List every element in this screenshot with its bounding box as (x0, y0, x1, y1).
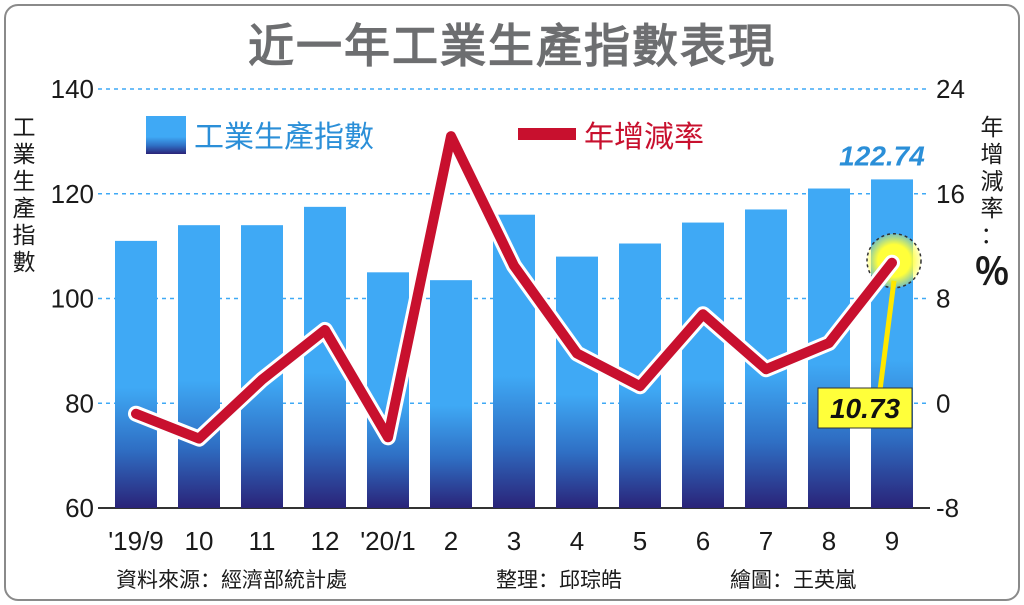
y-axis-left-label: 工業生產指數 (13, 115, 36, 276)
last-line-value-label: 10.73 (830, 393, 900, 424)
footer-editor: 整理：邱琮皓 (496, 568, 622, 592)
x-tick-label: '19/9 (108, 526, 164, 556)
y-right-label-char: 減 (981, 169, 1004, 195)
y-right-tick-label: 16 (936, 179, 965, 209)
x-tick-label: '20/1 (360, 526, 416, 556)
x-tick-label: 2 (444, 526, 458, 556)
y-left-tick-label: 100 (51, 284, 94, 314)
y-right-label-char: 年 (981, 115, 1004, 141)
legend-line-label: 年增減率 (584, 120, 704, 155)
y-left-label-char: 工 (13, 115, 36, 141)
y-left-tick-label: 120 (51, 179, 94, 209)
y-left-label-char: 數 (13, 250, 36, 276)
y-left-tick-label: 140 (51, 74, 94, 104)
y-right-label-char: 率 (981, 196, 1004, 222)
x-tick-label: 11 (249, 526, 276, 556)
legend-line-swatch (518, 128, 576, 140)
bar (556, 256, 598, 508)
last-line-value-callout: 10.73 (817, 280, 913, 429)
callout-pointer (877, 280, 897, 391)
x-tick-label: 9 (885, 526, 899, 556)
bar (178, 225, 220, 509)
line-series (128, 128, 900, 447)
y-left-label-char: 指 (13, 223, 36, 249)
bar (430, 280, 472, 508)
y-left-label-char: 產 (13, 196, 36, 222)
bar (115, 240, 157, 508)
y-axis-right-label: 年增減率：％ (974, 115, 1010, 292)
x-tick-label: 10 (185, 526, 214, 556)
last-bar-value-label: 122.74 (839, 140, 925, 171)
bar (871, 179, 913, 509)
y-left-tick-label: 60 (65, 493, 94, 523)
legend-bar-swatch (146, 116, 186, 154)
y-axis-right-ticks: 24 16 8 0 -8 (936, 74, 965, 523)
legend: 工業生產指數 年增減率 (146, 116, 704, 155)
y-right-label-unit: ％ (974, 251, 1010, 292)
footer-illustrator: 繪圖：王英嵐 (730, 568, 856, 592)
x-tick-label: 12 (311, 526, 340, 556)
chart-title: 近一年工業生產指數表現 (248, 19, 776, 73)
y-right-tick-label: 24 (936, 74, 965, 104)
y-right-label-char: 增 (981, 142, 1004, 168)
y-right-label-char: ： (981, 223, 1004, 249)
x-axis-ticks: '19/9 10 11 12 '20/1 2 3 4 5 6 7 8 9 (108, 526, 899, 556)
bar (682, 222, 724, 508)
y-left-label-char: 生 (13, 169, 36, 195)
x-tick-label: 6 (696, 526, 710, 556)
callout-box (817, 387, 913, 429)
legend-bar-label: 工業生產指數 (194, 120, 374, 155)
x-tick-label: 5 (633, 526, 647, 556)
y-axis-left-ticks: 140 120 100 80 60 (51, 74, 94, 523)
x-tick-label: 7 (759, 526, 773, 556)
x-tick-label: 8 (822, 526, 836, 556)
y-left-tick-label: 80 (65, 388, 94, 418)
footer: 資料來源：經濟部統計處 整理：邱琮皓 繪圖：王英嵐 (116, 568, 856, 592)
y-right-tick-label: 0 (936, 388, 950, 418)
y-right-tick-label: 8 (936, 284, 950, 314)
x-tick-label: 4 (570, 526, 584, 556)
bar-series (115, 179, 913, 509)
y-right-tick-label: -8 (936, 493, 959, 523)
x-tick-label: 3 (507, 526, 521, 556)
footer-source: 資料來源：經濟部統計處 (116, 568, 347, 592)
y-left-label-char: 業 (13, 142, 36, 168)
